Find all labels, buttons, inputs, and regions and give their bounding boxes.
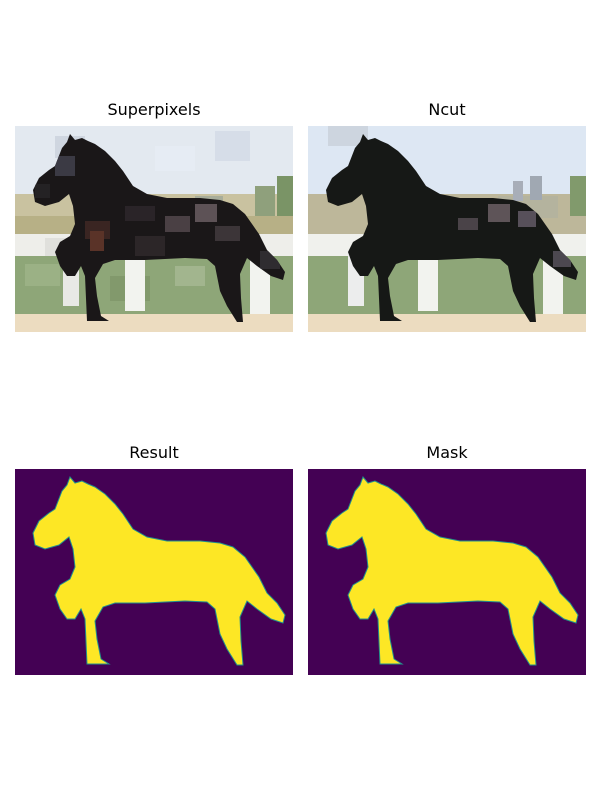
ground-truth-mask-image: [308, 469, 586, 675]
ncut-title: Ncut: [428, 100, 466, 119]
result-mask-image: [15, 469, 293, 675]
superpixels-title: Superpixels: [107, 100, 201, 119]
superpixels-image: [15, 126, 293, 332]
result-title: Result: [129, 443, 179, 462]
mask-title: Mask: [426, 443, 468, 462]
ncut-image: [308, 126, 586, 332]
